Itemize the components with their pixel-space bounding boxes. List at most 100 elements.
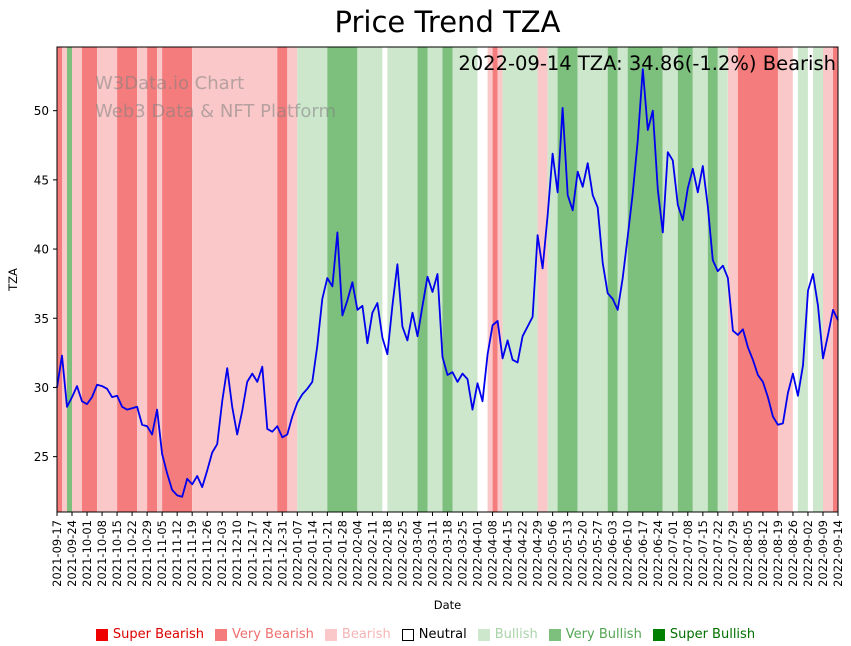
sentiment-band-bearish: [487, 47, 493, 512]
sentiment-band-very_bullish: [607, 47, 618, 512]
legend-swatch-icon: [401, 628, 414, 641]
legend-swatch-icon: [548, 628, 561, 641]
x-tick-label: 2021-09-17: [50, 520, 64, 587]
legend-item-bearish: Bearish: [324, 627, 391, 642]
sentiment-band-very_bullish: [707, 47, 718, 512]
sentiment-band-bearish: [192, 47, 278, 512]
plot-frame: [56, 46, 839, 513]
y-tick-label: 25: [34, 450, 49, 464]
legend-label: Neutral: [418, 627, 467, 642]
y-tick-label: 50: [34, 104, 49, 118]
sentiment-band-bullish: [813, 47, 823, 512]
sentiment-band-bearish: [157, 47, 163, 512]
x-tick-label: 2022-02-18: [380, 520, 394, 587]
sentiment-band-bearish: [823, 47, 833, 512]
sentiment-band-bullish: [692, 47, 708, 512]
x-tick-label: 2022-04-15: [501, 520, 515, 587]
y-tick-label: 40: [34, 243, 49, 257]
x-tick-label: 2021-10-01: [80, 520, 94, 587]
x-tick-label: 2022-08-05: [741, 520, 755, 587]
x-tick-label: 2022-06-24: [651, 520, 665, 587]
x-tick-label: 2022-01-14: [305, 520, 319, 587]
legend-item-super-bearish: Super Bearish: [95, 627, 204, 642]
legend-label: Very Bearish: [232, 627, 314, 642]
x-tick-label: 2022-06-03: [606, 520, 620, 587]
legend-item-bullish: Bullish: [477, 627, 538, 642]
sentiment-band-very_bearish: [162, 47, 193, 512]
x-tick-label: 2021-12-24: [260, 520, 274, 587]
x-tick-label: 2022-02-04: [350, 520, 364, 587]
sentiment-band-bullish: [577, 47, 608, 512]
x-tick-label: 2022-03-04: [410, 520, 424, 587]
x-tick-label: 2022-03-18: [441, 520, 455, 587]
sentiment-legend: Super Bearish Very Bearish Bearish Neutral B…: [35, 627, 816, 642]
x-tick-label: 2021-12-31: [275, 520, 289, 587]
sentiment-band-bullish: [357, 47, 383, 512]
sentiment-band-neutral: [382, 47, 388, 512]
x-tick-label: 2022-07-22: [711, 520, 725, 587]
x-tick-label: 2022-04-29: [531, 520, 545, 587]
x-tick-label: 2022-05-13: [561, 520, 575, 587]
x-tick-label: 2022-04-01: [471, 520, 485, 587]
x-tick-label: 2021-09-24: [65, 520, 79, 587]
sentiment-band-bullish: [547, 47, 558, 512]
sentiment-band-bearish: [497, 47, 503, 512]
x-tick-label: 2021-10-22: [125, 520, 139, 587]
legend-item-super-bullish: Super Bullish: [652, 627, 756, 642]
sentiment-band-very_bearish: [737, 47, 778, 512]
x-tick-label: 2022-07-15: [696, 520, 710, 587]
x-tick-label: 2021-11-26: [200, 520, 214, 587]
x-tick-label: 2022-02-25: [395, 520, 409, 587]
legend-item-very-bullish: Very Bullish: [548, 627, 642, 642]
sentiment-band-bullish: [427, 47, 443, 512]
x-tick-label: 2022-07-08: [681, 520, 695, 587]
x-tick-label: 2022-01-28: [335, 520, 349, 587]
x-tick-label: 2022-02-11: [365, 520, 379, 587]
x-tick-label: 2022-04-08: [486, 520, 500, 587]
sentiment-band-bearish: [62, 47, 67, 512]
x-tick-label: 2022-05-20: [576, 520, 590, 587]
x-tick-label: 2021-10-15: [110, 520, 124, 587]
x-tick-label: 2022-09-02: [801, 520, 815, 587]
legend-label: Super Bullish: [669, 627, 756, 642]
sentiment-band-bullish: [502, 47, 538, 512]
legend-swatch-icon: [215, 628, 227, 641]
legend-swatch-icon: [95, 628, 108, 641]
price-line: [56, 68, 839, 498]
sentiment-band-bearish: [137, 47, 148, 512]
x-tick-label: 2022-03-25: [456, 520, 470, 587]
sentiment-band-very_bearish: [117, 47, 138, 512]
sentiment-band-very_bearish: [492, 47, 498, 512]
chart-title: Price Trend TZA: [334, 5, 561, 39]
legend-label: Bearish: [341, 627, 391, 642]
x-tick-label: 2022-09-09: [816, 520, 830, 587]
legend-item-neutral: Neutral: [401, 627, 467, 642]
sentiment-band-bullish: [717, 47, 728, 512]
legend-label: Very Bullish: [565, 627, 642, 642]
x-tick-label: 2022-07-29: [726, 520, 740, 587]
watermark-line2: Web3 Data & NFT Platform: [95, 101, 337, 122]
x-tick-label: 2022-01-21: [320, 520, 334, 587]
sentiment-band-very_bullish: [627, 47, 663, 512]
x-tick-label: 2021-11-12: [170, 520, 184, 587]
x-tick-label: 2022-04-22: [516, 520, 530, 587]
x-tick-label: 2022-05-27: [591, 520, 605, 587]
y-tick-label: 30: [34, 381, 49, 395]
sentiment-band-bearish: [777, 47, 793, 512]
latest-price-annotation: 2022-09-14 TZA: 34.86(-1.2%) Bearish: [458, 52, 836, 75]
sentiment-band-very_bullish: [442, 47, 453, 512]
sentiment-band-very_bearish: [277, 47, 288, 512]
x-tick-label: 2022-07-01: [666, 520, 680, 587]
sentiment-band-bullish: [387, 47, 418, 512]
sentiment-band-neutral: [792, 47, 798, 512]
sentiment-band-very_bearish: [57, 47, 62, 512]
watermark-line1: W3Data.io Chart: [95, 73, 245, 94]
y-tick-label: 35: [34, 312, 49, 326]
x-tick-label: 2022-09-14: [831, 520, 845, 587]
sentiment-band-very_bullish: [677, 47, 693, 512]
y-tick-label: 45: [34, 173, 49, 187]
sentiment-band-very_bullish: [67, 47, 72, 512]
sentiment-band-bullish: [662, 47, 678, 512]
x-tick-label: 2021-12-10: [230, 520, 244, 587]
